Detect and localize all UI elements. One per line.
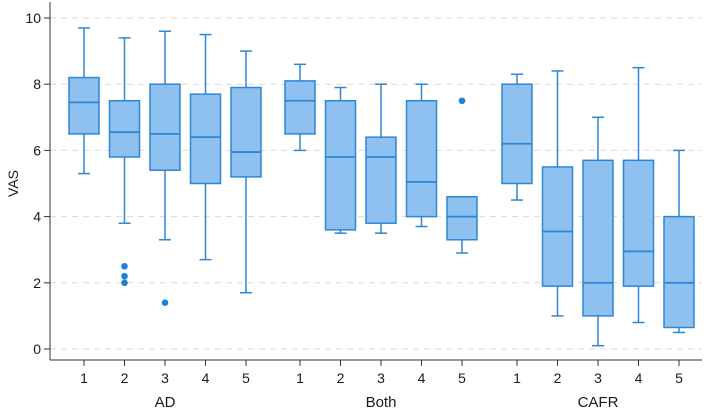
outlier-point — [161, 299, 169, 306]
box-body — [365, 136, 397, 224]
box-both-3 — [365, 83, 397, 234]
y-tick-label: 8 — [33, 76, 41, 92]
box-ad-2 — [108, 37, 141, 287]
outlier-point — [458, 97, 466, 105]
y-tick-label: 0 — [33, 341, 41, 357]
y-tick-label: 4 — [33, 209, 41, 225]
axis-labels: 0 2 4 6 8 10 VAS 1 2 3 4 5 AD 1 2 3 4 5 Both 1 2 3 4 5 CAFR — [5, 10, 683, 411]
box-body — [446, 195, 478, 241]
box-body — [541, 166, 574, 287]
x-tick-label: 1 — [80, 370, 88, 386]
box-group-ad — [68, 27, 262, 306]
box-cafr-1 — [501, 73, 533, 201]
group-label-ad: AD — [155, 394, 176, 411]
outlier-point — [121, 272, 128, 280]
box-body — [622, 159, 655, 287]
box-body — [582, 159, 614, 317]
box-body — [501, 83, 533, 185]
box-body — [189, 93, 222, 185]
x-tick-label: 3 — [594, 370, 602, 386]
box-body — [230, 86, 262, 178]
group-label-both: Both — [366, 394, 397, 411]
y-tick-label: 6 — [33, 142, 41, 158]
box-cafr-2 — [541, 70, 574, 317]
box-ad-1 — [68, 27, 100, 175]
box-cafr-5 — [663, 149, 695, 334]
axes — [44, 2, 702, 366]
x-tick-label: 2 — [121, 370, 129, 386]
x-tick-label: 5 — [458, 370, 466, 386]
x-tick-label: 2 — [554, 370, 562, 386]
box-group-both — [284, 63, 478, 254]
box-series — [68, 27, 695, 347]
box-group-cafr — [501, 66, 695, 347]
box-both-5 — [446, 97, 478, 254]
box-body — [324, 100, 357, 231]
box-ad-4 — [189, 33, 222, 261]
box-both-4 — [405, 83, 438, 228]
x-tick-label: 1 — [296, 370, 304, 386]
x-tick-label: 2 — [337, 370, 345, 386]
y-axis-title: VAS — [5, 170, 21, 197]
box-ad-3 — [149, 30, 181, 306]
box-body — [284, 80, 316, 135]
box-body — [108, 100, 141, 158]
box-ad-5 — [230, 50, 262, 294]
outlier-point — [121, 279, 128, 287]
outlier-point — [121, 262, 128, 270]
x-tick-label: 4 — [202, 370, 210, 386]
x-tick-label: 4 — [635, 370, 643, 386]
x-tick-label: 3 — [161, 370, 169, 386]
x-tick-label: 5 — [242, 370, 250, 386]
box-cafr-4 — [622, 66, 655, 324]
box-both-1 — [284, 63, 316, 152]
group-label-cafr: CAFR — [578, 394, 619, 411]
box-body — [68, 76, 100, 135]
x-tick-label: 3 — [377, 370, 385, 386]
x-tick-label: 1 — [513, 370, 521, 386]
y-tick-label: 10 — [25, 10, 41, 26]
x-tick-label: 5 — [675, 370, 683, 386]
y-tick-label: 2 — [33, 275, 41, 291]
x-tick-label: 4 — [418, 370, 426, 386]
box-both-2 — [324, 86, 357, 234]
box-body — [149, 83, 181, 172]
box-body — [663, 215, 695, 329]
box-cafr-3 — [582, 116, 614, 347]
box-body — [405, 100, 438, 218]
